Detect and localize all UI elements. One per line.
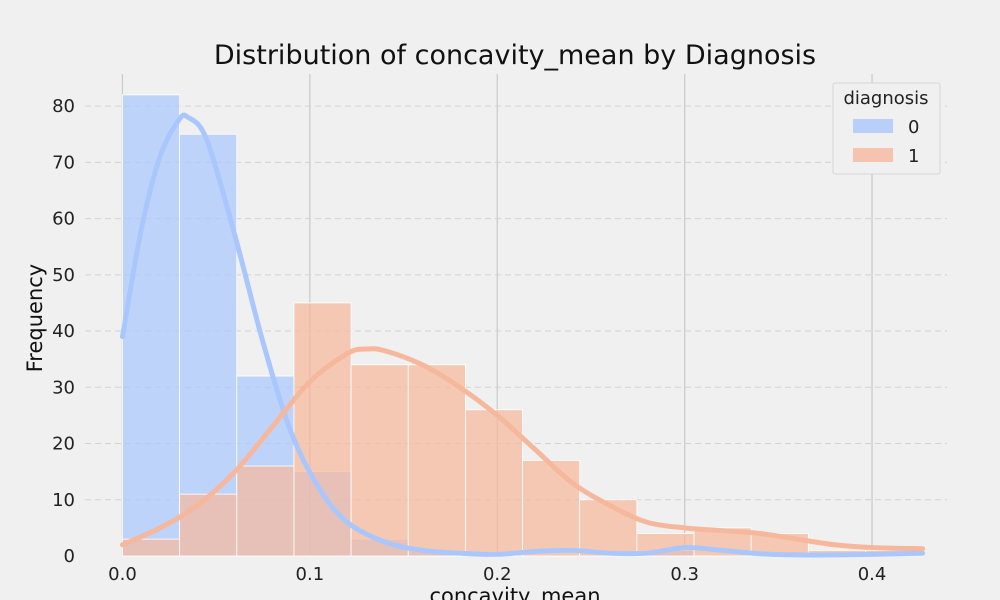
y-axis-title: Frequency <box>23 264 47 373</box>
bar-series-1-bin-5 <box>407 364 466 557</box>
bar-series-1-bin-8 <box>579 499 638 557</box>
x-tick-label-4: 0.4 <box>858 564 887 585</box>
x-tick-label-0: 0.0 <box>108 564 137 585</box>
y-tick-label-0: 0 <box>64 546 75 567</box>
bar-series-0-bin-1 <box>179 133 238 557</box>
x-axis-title: concavity_mean <box>429 584 600 600</box>
bar-series-1-bin-4 <box>350 364 409 557</box>
x-tick-label-3: 0.3 <box>670 564 699 585</box>
legend-label-1: 1 <box>908 146 919 167</box>
kde-curves <box>119 112 926 558</box>
y-tick-label-8: 80 <box>52 96 75 117</box>
y-tick-label-6: 60 <box>52 209 75 230</box>
legend: diagnosis 0 1 <box>832 82 941 175</box>
legend-label-0: 0 <box>908 117 919 138</box>
y-tick-label-5: 50 <box>52 265 75 286</box>
y-tick-label-3: 30 <box>52 377 75 398</box>
bar-series-0-bin-0 <box>122 94 181 557</box>
y-tick-label-2: 20 <box>52 434 75 455</box>
legend-swatch-0 <box>853 119 893 133</box>
chart-title: Distribution of concavity_mean by Diagno… <box>214 40 816 71</box>
y-tick-label-4: 40 <box>52 321 75 342</box>
kde-line-series-1 <box>119 346 926 552</box>
bar-series-1-bin-1 <box>179 493 238 557</box>
legend-swatch-1 <box>853 148 893 162</box>
tick-labels: 0.0 0.1 0.2 0.3 0.4 0 10 20 30 40 50 60 70 80 <box>52 96 886 585</box>
bar-series-1-bin-7 <box>522 459 581 557</box>
bar-series-1-bin-2 <box>236 465 295 557</box>
x-tick-label-1: 0.1 <box>296 564 325 585</box>
y-tick-label-1: 10 <box>52 490 75 511</box>
kde-line-series-0 <box>119 112 926 558</box>
x-tick-label-2: 0.2 <box>483 564 512 585</box>
y-tick-label-7: 70 <box>52 152 75 173</box>
legend-title: diagnosis <box>843 88 928 109</box>
histogram-bars <box>122 94 924 557</box>
